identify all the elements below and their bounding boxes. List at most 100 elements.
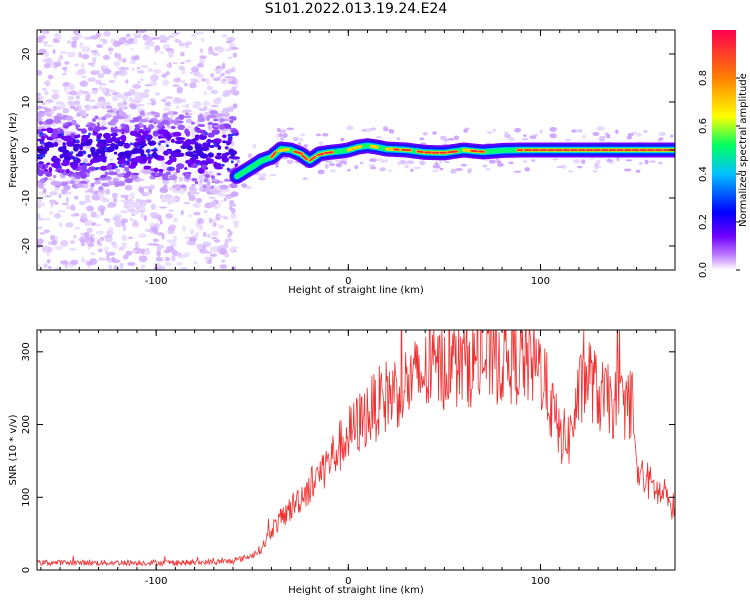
spectrogram-noise-blob xyxy=(37,105,43,109)
spectrogram-noise-speckle xyxy=(112,216,121,222)
spectrogram-noise-blob xyxy=(107,121,117,126)
spectrogram-noise-speckle xyxy=(209,217,213,224)
spectrogram-noise-blob xyxy=(164,151,169,156)
spectrogram-ridge-halo xyxy=(384,159,388,162)
spectrogram-noise-speckle xyxy=(98,83,107,86)
spectrogram-noise-speckle xyxy=(87,62,95,65)
spectrogram-noise-blob xyxy=(202,147,208,152)
spectrogram-noise-blob xyxy=(133,147,139,151)
spectrogram-ridge-halo xyxy=(571,129,578,133)
spectrogram-noise-speckle xyxy=(185,44,189,49)
spectrogram-noise-speckle xyxy=(132,219,137,225)
spectrogram-ridge-halo xyxy=(607,159,613,162)
spectrogram-noise-speckle xyxy=(84,231,90,239)
spectrogram-noise-speckle xyxy=(219,248,228,256)
spectrogram-noise-blob xyxy=(93,127,101,133)
spectrogram-ridge-halo xyxy=(492,128,497,132)
spectrogram-noise-speckle xyxy=(199,223,203,230)
spectrogram-noise-speckle xyxy=(203,90,208,96)
spectrogram-noise-speckle xyxy=(145,199,152,204)
spectrogram-noise-speckle xyxy=(60,240,69,247)
spectrogram-noise-blob xyxy=(124,129,129,134)
spectrogram-noise-speckle xyxy=(160,51,164,55)
spectrogram-noise-speckle xyxy=(212,77,221,82)
spectrogram-ridge-halo xyxy=(252,143,257,149)
spectrogram-noise-speckle xyxy=(107,203,114,208)
spectrogram-noise-blob xyxy=(107,137,113,141)
spectrogram-noise-speckle xyxy=(140,65,149,68)
spectrogram-noise-speckle xyxy=(220,73,225,77)
spectrogram-noise-blob xyxy=(139,187,145,194)
spectrogram-ridge-halo xyxy=(279,136,285,141)
spectrogram-noise-speckle xyxy=(58,193,62,199)
spectrogram-y-tick-label: 20 xyxy=(21,48,32,61)
spectrogram-noise-hotspot xyxy=(82,162,86,166)
spectrogram-ridge-halo xyxy=(592,169,599,173)
spectrogram-noise-blob xyxy=(176,168,181,173)
spectrogram-noise-speckle xyxy=(193,211,201,216)
spectrogram-noise-speckle xyxy=(227,81,236,85)
spectrogram-noise-blob xyxy=(134,127,141,133)
spectrogram-noise-blob xyxy=(158,168,164,173)
spectrogram-noise-speckle xyxy=(178,42,186,47)
spectrogram-noise-speckle xyxy=(78,236,86,243)
spectrogram-noise-speckle xyxy=(98,116,102,121)
spectrogram-noise-speckle xyxy=(159,40,168,43)
spectrogram-noise-speckle xyxy=(41,87,47,91)
spectrogram-noise-blob xyxy=(50,181,60,186)
spectrogram-noise-speckle xyxy=(196,73,204,79)
spectrogram-ridge-halo xyxy=(375,135,383,139)
spectrogram-noise-speckle xyxy=(54,212,62,219)
spectrogram-ridge-halo xyxy=(496,160,502,164)
spectrogram-noise-blob xyxy=(104,171,109,177)
spectrogram-ridge-halo xyxy=(552,158,559,161)
spectrogram-noise-blob xyxy=(37,112,45,118)
spectrogram-noise-blob xyxy=(97,191,102,197)
spectrogram-noise-blob xyxy=(39,163,44,169)
colorbar-tick-label: 0.4 xyxy=(698,166,709,182)
spectrogram-noise-blob xyxy=(88,123,96,128)
spectrogram-noise-speckle xyxy=(98,86,103,91)
spectrogram-ridge-halo xyxy=(514,127,522,133)
spectrogram-noise-speckle xyxy=(117,53,122,60)
spectrogram-noise-speckle xyxy=(156,232,164,236)
spectrogram-ridge-core xyxy=(447,150,458,154)
spectrogram-noise-speckle xyxy=(119,262,124,270)
spectrogram-noise-speckle xyxy=(143,214,148,222)
spectrogram-noise-speckle xyxy=(96,31,101,38)
spectrogram-ridge-halo xyxy=(524,167,530,172)
snr-ticks: -100 0 100 0 100 200 300 xyxy=(21,330,676,587)
spectrogram-noise-speckle xyxy=(194,231,200,237)
spectrogram-noise-speckle xyxy=(113,197,118,203)
spectrogram-noise-hotspot xyxy=(83,151,87,155)
spectrogram-ridge-halo xyxy=(577,129,583,133)
spectrogram-noise-speckle xyxy=(51,239,58,246)
spectrogram-noise-blob xyxy=(145,165,152,170)
spectrogram-noise-speckle xyxy=(189,71,193,74)
spectrogram-noise-speckle xyxy=(130,47,134,51)
spectrogram-noise-blob xyxy=(135,135,141,138)
spectrogram-noise-hotspot xyxy=(153,147,157,151)
spectrogram-noise-speckle xyxy=(97,205,106,212)
spectrogram-ridge-halo xyxy=(303,144,308,148)
spectrogram-ridge-halo xyxy=(241,183,248,188)
spectrogram-noise-speckle xyxy=(119,66,123,74)
spectrogram-noise-blob xyxy=(87,154,92,158)
spectrogram-noise-speckle xyxy=(197,183,204,187)
spectrogram-noise-blob xyxy=(121,131,125,134)
spectrogram-noise-blob xyxy=(43,90,49,96)
snr-x-tick-label: 0 xyxy=(345,576,351,587)
spectrogram-ridge-halo xyxy=(439,167,444,171)
spectrogram-noise-speckle xyxy=(58,139,64,143)
spectrogram-noise-hotspot xyxy=(76,139,80,143)
spectrogram-noise-speckle xyxy=(156,251,161,257)
spectrogram-ridge-halo xyxy=(396,136,401,141)
spectrogram-noise-blob xyxy=(150,113,160,116)
spectrogram-noise-blob xyxy=(73,146,79,152)
spectrogram-noise-blob xyxy=(111,129,121,132)
spectrogram-noise-speckle xyxy=(90,252,96,256)
spectrogram-noise-blob xyxy=(172,111,178,115)
spectrogram-ridge-halo xyxy=(534,133,538,136)
spectrogram-noise-speckle xyxy=(204,256,211,261)
spectrogram-noise-blob xyxy=(165,96,173,99)
